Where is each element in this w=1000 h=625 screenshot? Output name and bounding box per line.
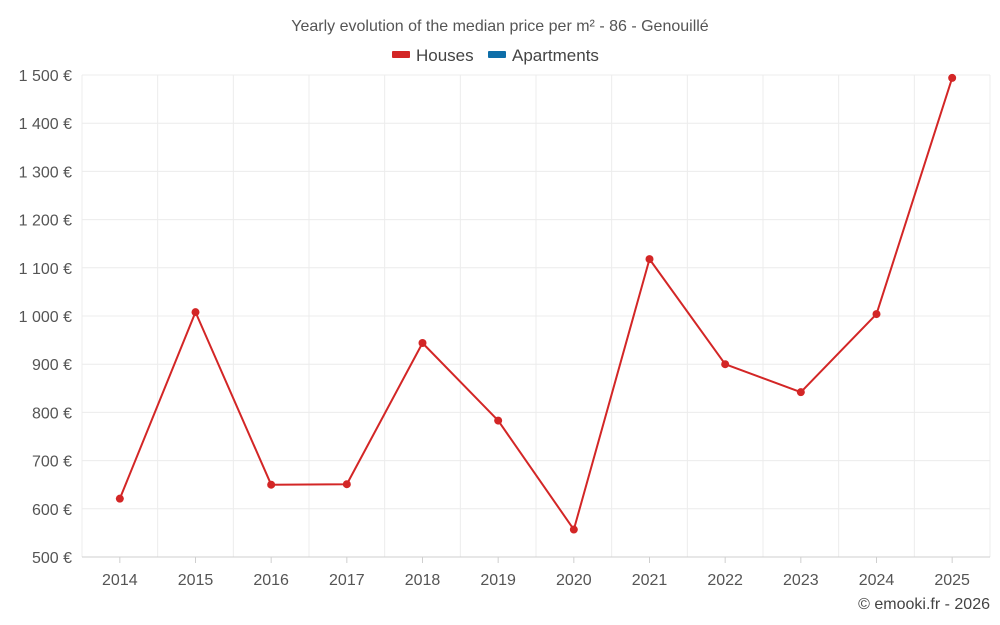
credit-text: © emooki.fr - 2026 — [858, 596, 990, 613]
x-tick-label: 2014 — [102, 572, 138, 589]
data-point-houses-2016[interactable] — [267, 480, 276, 489]
y-tick-label: 600 € — [32, 502, 72, 519]
legend-swatch-houses — [392, 51, 410, 58]
x-tick-label: 2019 — [480, 572, 516, 589]
y-tick-label: 1 200 € — [19, 213, 72, 230]
x-tick-label: 2022 — [707, 572, 743, 589]
y-tick-label: 1 000 € — [19, 309, 72, 326]
x-tick-label: 2021 — [632, 572, 668, 589]
y-tick-label: 900 € — [32, 357, 72, 374]
chart-title: Yearly evolution of the median price per… — [291, 18, 709, 35]
data-point-houses-2014[interactable] — [115, 494, 124, 503]
y-axis: 500 € 600 € 700 € 800 € 900 € 1 000 € 1 100 € 1… — [19, 68, 72, 567]
legend: Houses Apartments — [392, 46, 599, 65]
x-tick-label: 2020 — [556, 572, 592, 589]
series-houses — [115, 73, 957, 534]
x-tick-label: 2017 — [329, 572, 365, 589]
y-tick-label: 1 300 € — [19, 164, 72, 181]
legend-label-apartments[interactable]: Apartments — [512, 46, 599, 65]
x-tick-label: 2018 — [405, 572, 441, 589]
y-tick-label: 1 100 € — [19, 261, 72, 278]
legend-swatch-apartments — [488, 51, 506, 58]
x-tick-label: 2016 — [253, 572, 289, 589]
x-tick-label: 2024 — [859, 572, 895, 589]
data-point-houses-2023[interactable] — [796, 388, 805, 397]
data-point-houses-2021[interactable] — [645, 255, 654, 264]
data-point-houses-2020[interactable] — [569, 525, 578, 534]
y-tick-label: 800 € — [32, 405, 72, 422]
data-point-houses-2017[interactable] — [342, 480, 351, 489]
y-tick-label: 1 500 € — [19, 68, 72, 85]
x-tick-label: 2025 — [934, 572, 970, 589]
data-point-houses-2022[interactable] — [721, 360, 730, 369]
data-point-houses-2025[interactable] — [948, 73, 957, 82]
y-tick-label: 500 € — [32, 550, 72, 567]
x-axis: 2014 2015 2016 2017 2018 2019 2020 2021 2022 2023… — [82, 556, 990, 589]
grid — [81, 74, 991, 558]
data-point-houses-2018[interactable] — [418, 338, 427, 347]
data-point-houses-2019[interactable] — [494, 416, 503, 425]
y-tick-label: 700 € — [32, 454, 72, 471]
y-tick-label: 1 400 € — [19, 116, 72, 133]
x-tick-label: 2015 — [178, 572, 214, 589]
data-point-houses-2024[interactable] — [872, 310, 881, 319]
legend-label-houses[interactable]: Houses — [416, 46, 474, 65]
series-line-houses — [118, 77, 954, 531]
data-point-houses-2015[interactable] — [191, 308, 200, 317]
x-tick-label: 2023 — [783, 572, 819, 589]
